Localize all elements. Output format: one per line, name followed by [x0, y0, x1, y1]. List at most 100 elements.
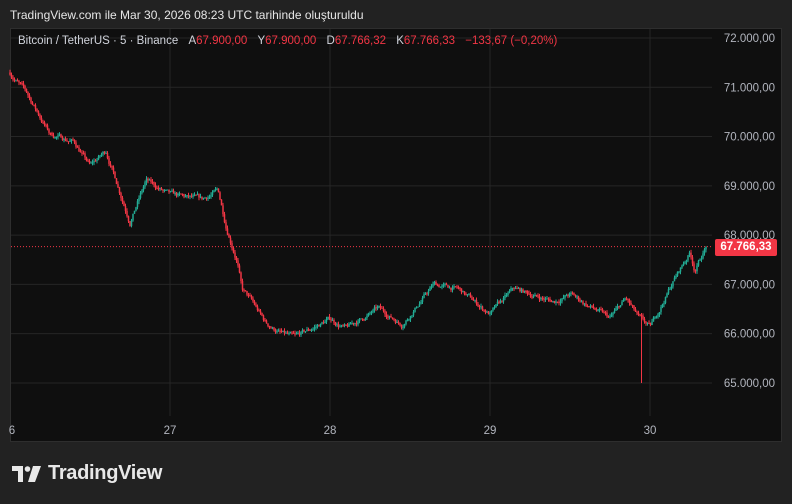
- candle-body: [636, 311, 638, 313]
- candle-body: [583, 303, 586, 305]
- candle-body: [159, 188, 161, 190]
- candle-body: [420, 301, 422, 305]
- candle-body: [199, 196, 202, 198]
- candle-body: [442, 284, 445, 286]
- candle-body: [234, 252, 236, 258]
- candle-body: [382, 308, 385, 311]
- price-tick-label: 69.000,00: [724, 181, 775, 193]
- candle-body: [673, 277, 676, 282]
- candle-body: [24, 85, 26, 89]
- candle-body: [666, 293, 668, 298]
- candle-body: [447, 285, 449, 288]
- candle-body: [516, 288, 518, 290]
- candle-body: [162, 189, 164, 191]
- candle-body: [151, 181, 154, 183]
- candle-body: [534, 294, 536, 297]
- candle-body: [82, 152, 85, 154]
- candle-body: [223, 214, 226, 223]
- candle-body: [556, 301, 559, 303]
- candle-body: [384, 310, 386, 315]
- candle-body: [591, 305, 593, 307]
- candle-body: [375, 307, 377, 309]
- candle-body: [535, 294, 538, 296]
- candle-body: [441, 285, 443, 287]
- candle-body: [468, 294, 470, 296]
- candle-body: [27, 92, 29, 96]
- candle-body: [486, 311, 488, 313]
- symbol-name: Bitcoin / TetherUS · 5 · Binance: [18, 35, 179, 47]
- candle-body: [63, 139, 65, 141]
- candle-body: [456, 286, 458, 288]
- logo-text: TradingView: [48, 462, 163, 484]
- candle-body: [381, 307, 383, 309]
- candle-body: [529, 294, 532, 297]
- candle-body: [415, 307, 418, 309]
- candle-body: [51, 132, 53, 136]
- candle-body: [186, 195, 188, 197]
- candle-body: [675, 276, 677, 278]
- candle-body: [625, 298, 628, 300]
- candle-body: [109, 163, 112, 166]
- candle-body: [163, 190, 166, 192]
- candle-body: [165, 189, 167, 191]
- candle-body: [241, 281, 244, 290]
- price-tick-label: 67.000,00: [724, 279, 775, 291]
- candle-body: [13, 79, 16, 81]
- candle-body: [577, 296, 580, 300]
- candle-body: [580, 301, 583, 303]
- candle-body: [634, 309, 637, 312]
- candle-body: [240, 272, 242, 282]
- candle-body: [211, 192, 214, 196]
- candle-body: [150, 179, 152, 182]
- candle-body: [297, 332, 299, 334]
- candle-body: [657, 314, 659, 317]
- candle-body: [187, 195, 190, 197]
- tradingview-logo: TradingView: [12, 462, 162, 485]
- candle-body: [637, 312, 640, 315]
- candle-body: [216, 188, 218, 190]
- candle-body: [337, 324, 340, 327]
- candle-body: [505, 294, 508, 296]
- candle-body: [349, 323, 352, 325]
- candle-body: [18, 81, 20, 83]
- candle-body: [246, 290, 248, 295]
- candle-body: [562, 297, 565, 299]
- candle-body: [472, 299, 475, 301]
- candle-body: [267, 323, 269, 327]
- candle-body: [582, 301, 584, 304]
- candle-body: [321, 322, 323, 324]
- candle-body: [609, 316, 611, 318]
- candle-body: [178, 193, 181, 195]
- candle-body: [645, 321, 647, 324]
- candle-body: [168, 189, 170, 192]
- candle-body: [283, 330, 286, 333]
- candle-body: [402, 327, 404, 329]
- candle-body: [694, 270, 697, 272]
- candle-body: [97, 156, 100, 160]
- candle-body: [25, 88, 28, 93]
- candle-body: [444, 283, 446, 285]
- price-tick-label: 65.000,00: [724, 378, 775, 390]
- candle-body: [390, 315, 392, 318]
- candle-body: [138, 197, 140, 202]
- candle-body: [460, 288, 463, 293]
- candle-body: [358, 318, 361, 322]
- candle-body: [379, 305, 382, 308]
- candle-body: [423, 294, 425, 298]
- candle-body: [438, 285, 440, 287]
- candle-body: [585, 303, 587, 306]
- candle-body: [117, 184, 119, 188]
- candle-body: [487, 311, 490, 315]
- candle-body: [565, 295, 568, 297]
- candle-body: [391, 317, 394, 319]
- candle-body: [628, 299, 631, 303]
- candle-body: [141, 190, 143, 193]
- candle-body: [301, 329, 304, 333]
- candle-body: [552, 300, 554, 302]
- candle-body: [559, 301, 562, 303]
- candle-body: [126, 210, 128, 217]
- candle-body: [550, 301, 553, 303]
- chart-caption: TradingView.com ile Mar 30, 2026 08:23 U…: [10, 8, 364, 22]
- candle-body: [372, 309, 374, 313]
